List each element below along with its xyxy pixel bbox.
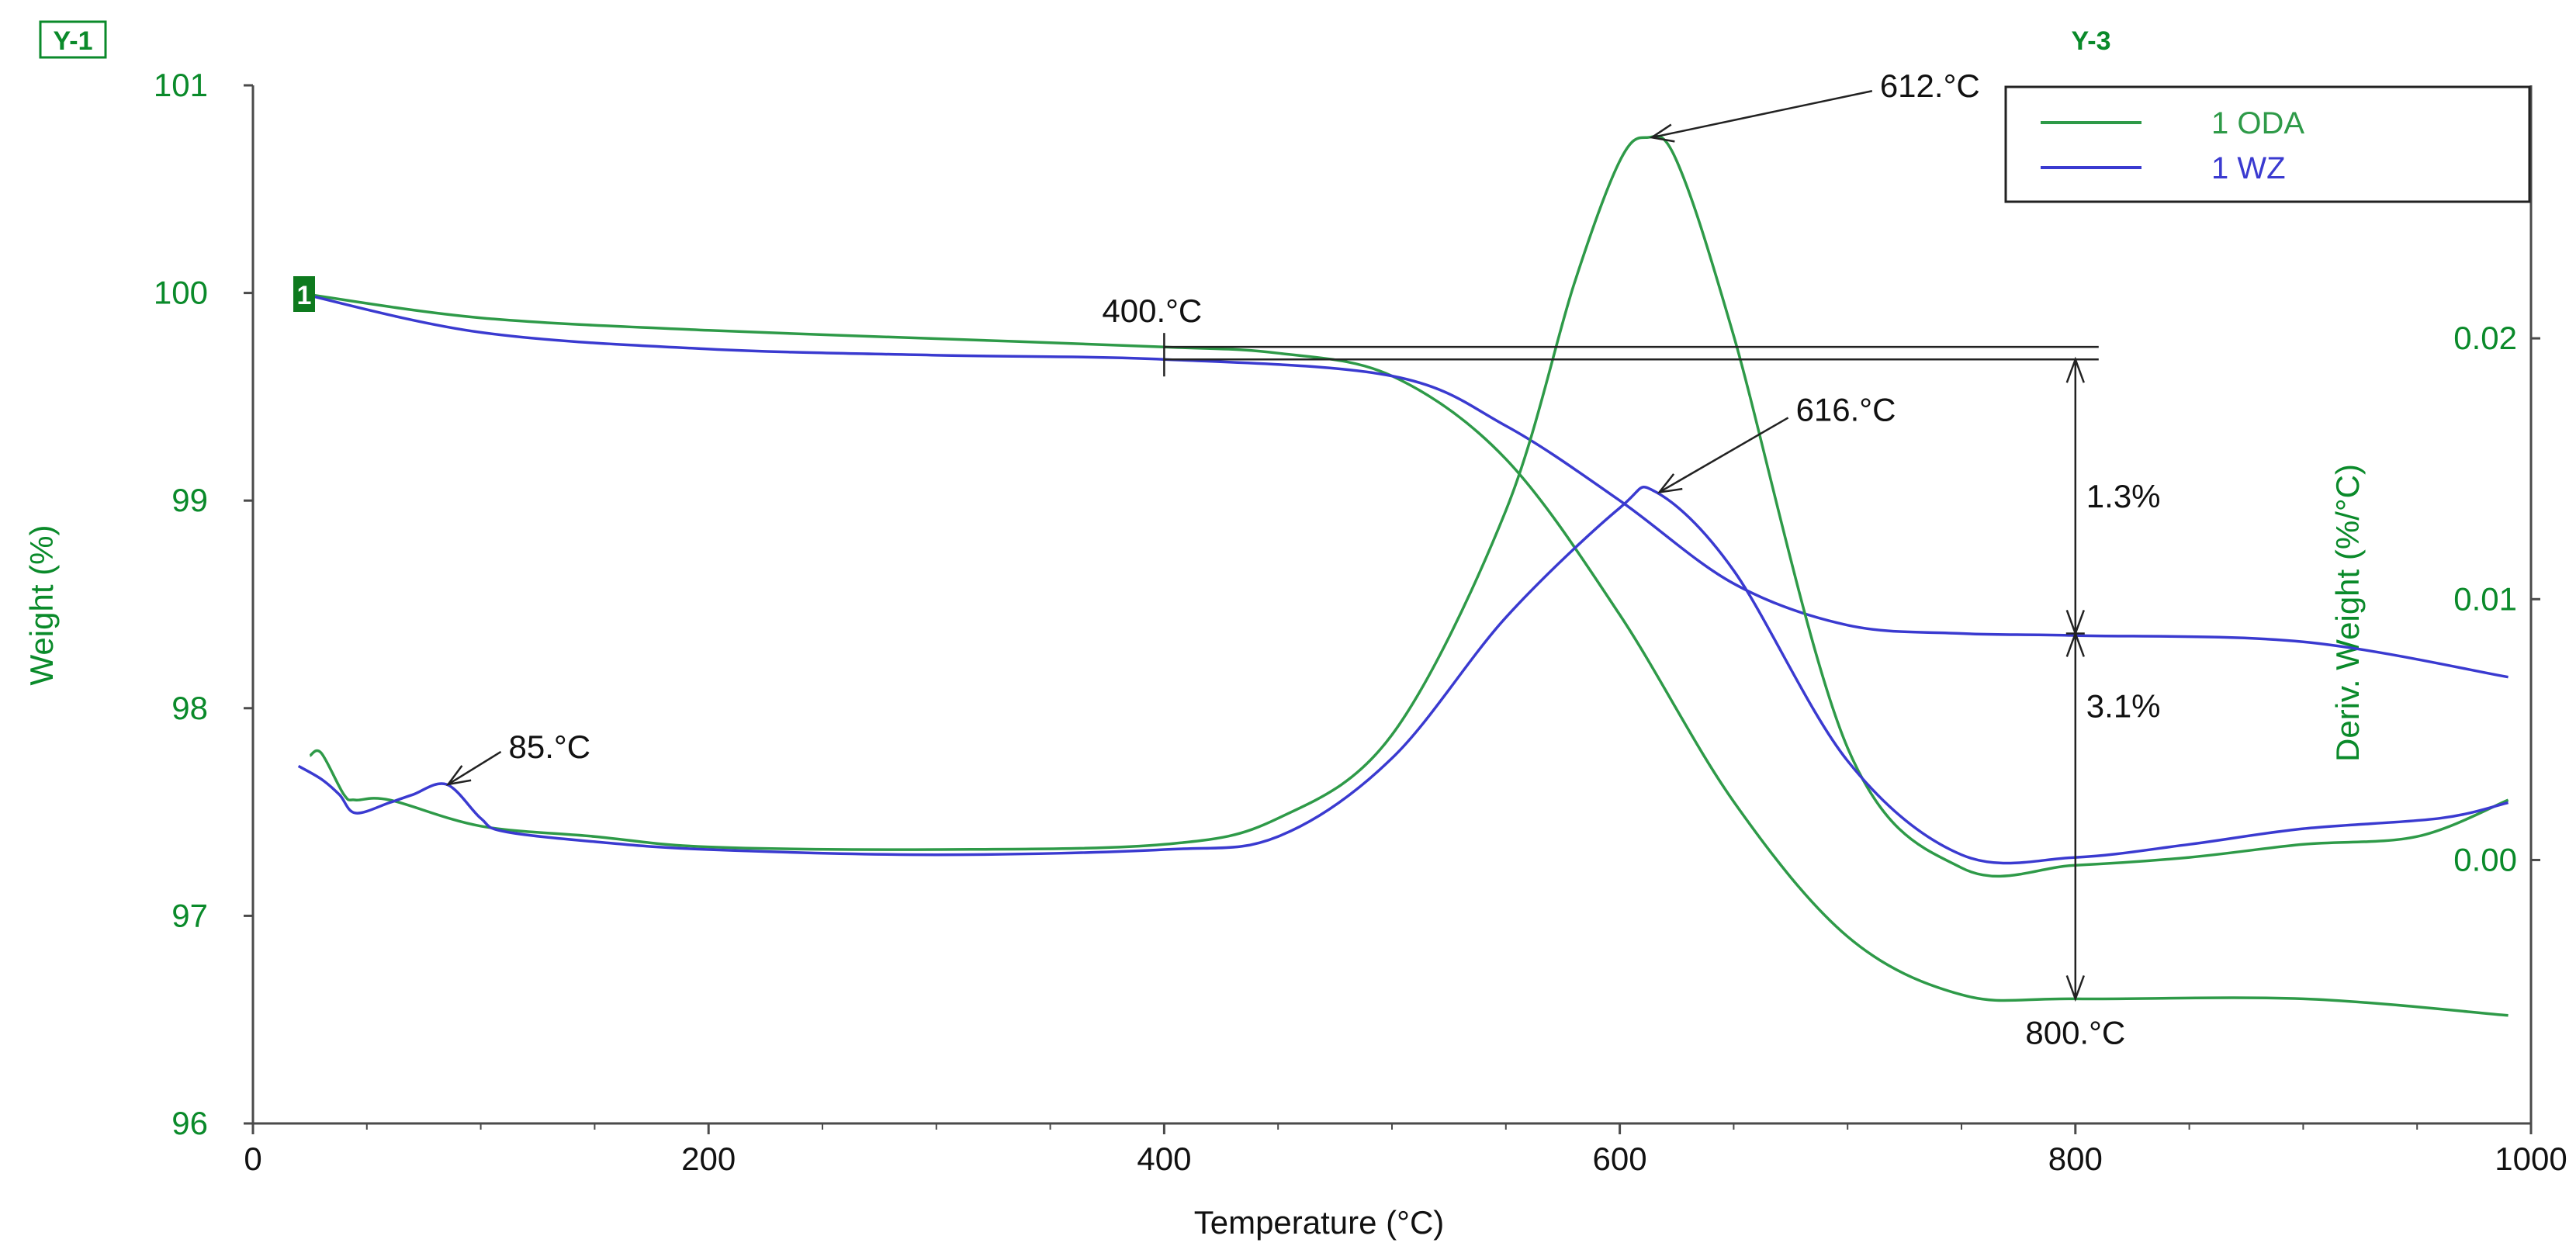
- loss-wz-arrow-head-top: [2065, 356, 2085, 383]
- x-tick-label: 200: [681, 1141, 736, 1177]
- y-left-tick-label: 98: [171, 690, 208, 726]
- ticks-layer: 0 200 400 600 800 1000 96 97 98 99 100 101 0.00 0.01 0…: [154, 67, 2567, 1177]
- y-right-axis-title: Deriv. Weight (%/°C): [2329, 464, 2366, 762]
- y-left-tick-label: 99: [171, 482, 208, 518]
- peak-85-arrow-head: [445, 765, 472, 786]
- peak-85-label: 85.°C: [509, 729, 591, 765]
- peak-612-label: 612.°C: [1880, 67, 1980, 104]
- peak-616-arrow-shaft: [1658, 417, 1789, 493]
- loss-oda-arrow-head-bottom: [2065, 975, 2085, 1002]
- series-line-1-oda-weight: [298, 291, 2508, 1017]
- sample-marker-box: [293, 276, 315, 312]
- y-left-tick-label: 96: [171, 1105, 208, 1141]
- y3-corner-label: Y-3: [2071, 26, 2110, 56]
- loss-3-1-label: 3.1%: [2086, 687, 2161, 724]
- series-line-1-oda-derivative: [309, 134, 2509, 878]
- legend-box: [2004, 85, 2531, 203]
- x-tick-label: 1000: [2495, 1141, 2567, 1177]
- peak-85-arrow-shaft: [447, 750, 502, 786]
- sample-marker-label: 1: [297, 281, 312, 310]
- x-tick-label: 800: [2048, 1141, 2103, 1177]
- annotation-layer: 612.°C 616.°C 85.°C 400.°C 1.3% 3.1% 800.°C: [445, 67, 2161, 1051]
- legend-label-oda: 1 ODA: [2211, 106, 2304, 140]
- end-800-label: 800.°C: [2025, 1014, 2125, 1051]
- y-left-axis-title: Weight (%): [23, 525, 60, 686]
- peak-616-label: 616.°C: [1796, 391, 1896, 427]
- y-right-tick-label: 0.00: [2453, 841, 2517, 877]
- onset-400-label: 400.°C: [1102, 292, 1202, 329]
- x-axis-title: Temperature (°C): [1194, 1204, 1445, 1241]
- loss-1-3-label: 1.3%: [2086, 478, 2161, 514]
- peak-612-arrow-head: [1649, 123, 1675, 143]
- y-left-tick-label: 100: [154, 275, 208, 311]
- peak-612-arrow-shaft: [1651, 90, 1873, 139]
- y-left-tick-label: 97: [171, 897, 208, 933]
- y-left-tick-label: 101: [154, 67, 208, 103]
- y1-corner-label: Y-1: [53, 26, 92, 56]
- legend: 1 ODA 1 WZ: [2004, 85, 2531, 203]
- peak-616-arrow-head: [1657, 473, 1683, 494]
- x-tick-label: 0: [244, 1141, 261, 1177]
- x-tick-label: 600: [1593, 1141, 1647, 1177]
- y-right-tick-label: 0.01: [2453, 580, 2517, 617]
- y1-label-box: [39, 20, 107, 59]
- x-tick-label: 400: [1137, 1141, 1191, 1177]
- legend-label-wz: 1 WZ: [2211, 151, 2286, 185]
- y-right-tick-label: 0.02: [2453, 320, 2517, 356]
